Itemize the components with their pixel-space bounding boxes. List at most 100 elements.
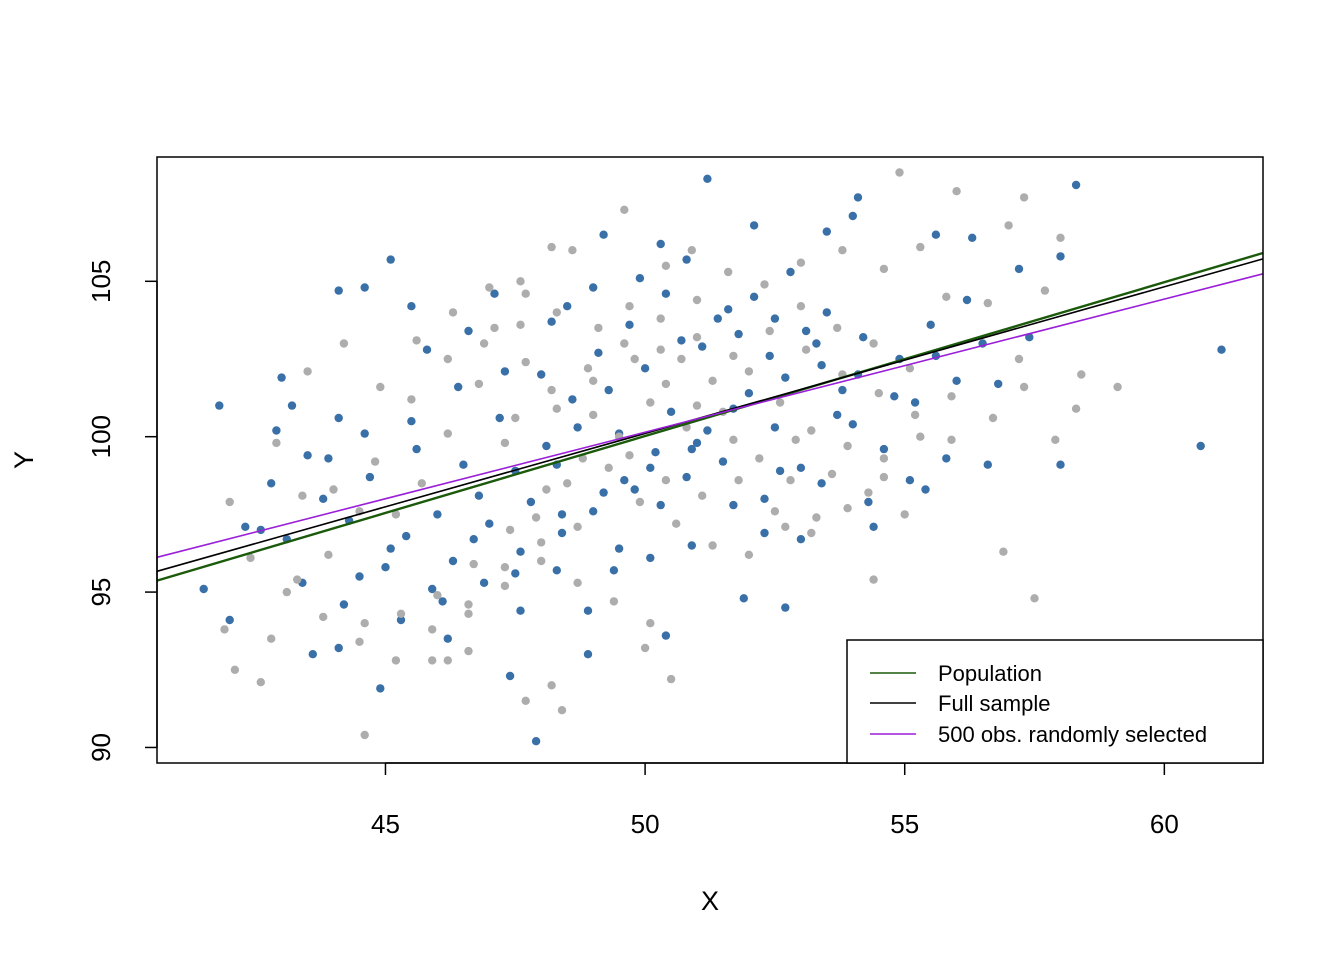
point-series1-70	[594, 323, 603, 333]
point-series0-15	[199, 584, 208, 594]
point-series0-135	[770, 314, 780, 323]
point-series0-111	[568, 395, 577, 404]
point-series1-5	[293, 575, 302, 584]
point-series1-59	[324, 550, 333, 559]
point-series1-65	[412, 336, 421, 345]
point-series0-27	[464, 326, 473, 336]
point-series1-104	[864, 488, 873, 497]
point-series1-53	[500, 438, 510, 448]
point-series1-31	[1056, 233, 1065, 242]
point-series1-109	[708, 541, 717, 550]
point-series0-80	[573, 423, 582, 432]
point-series1-64	[376, 382, 385, 392]
point-series1-102	[791, 435, 800, 444]
point-series0-57	[666, 407, 676, 416]
point-series0-4	[334, 286, 343, 295]
point-series1-151	[464, 600, 473, 609]
point-series0-6	[386, 255, 395, 264]
point-series1-105	[900, 510, 909, 519]
point-series1-36	[1019, 382, 1029, 392]
point-series0-68	[459, 460, 468, 469]
point-series1-95	[469, 559, 478, 569]
point-series1-79	[905, 364, 915, 373]
point-series1-130	[370, 457, 380, 466]
point-series0-42	[1217, 345, 1226, 354]
point-series1-37	[1071, 404, 1081, 413]
point-series1-32	[1040, 286, 1050, 295]
point-series0-101	[557, 528, 567, 538]
point-series0-110	[537, 370, 546, 379]
point-series1-138	[661, 476, 671, 485]
point-series1-154	[573, 578, 582, 587]
regression-line-2	[156, 273, 1264, 559]
point-series0-96	[760, 494, 769, 503]
point-series0-65	[952, 376, 961, 385]
point-series1-12	[547, 681, 556, 690]
point-series0-30	[599, 230, 608, 239]
point-series1-13	[666, 674, 676, 684]
point-series1-107	[635, 497, 645, 507]
point-series1-77	[833, 323, 842, 333]
point-series1-69	[552, 308, 561, 317]
point-series1-120	[656, 345, 665, 354]
point-series0-21	[531, 737, 541, 746]
point-series0-127	[407, 417, 416, 426]
point-series1-54	[474, 379, 484, 389]
point-series0-31	[656, 239, 665, 249]
point-series1-131	[407, 395, 416, 404]
point-series1-122	[729, 351, 738, 361]
point-series1-88	[879, 454, 889, 463]
y-tick-label-1: 95	[86, 578, 116, 607]
point-series0-47	[921, 485, 930, 494]
point-series0-113	[625, 320, 634, 329]
point-series0-156	[864, 497, 873, 507]
point-series1-98	[360, 619, 369, 628]
point-series1-49	[630, 354, 639, 364]
point-series1-146	[282, 587, 291, 597]
point-series1-153	[537, 538, 546, 547]
point-series0-40	[1056, 252, 1065, 261]
point-series0-134	[724, 305, 733, 314]
point-series1-1	[220, 625, 229, 634]
point-series0-82	[640, 364, 650, 373]
point-series0-136	[812, 339, 821, 348]
point-series1-80	[947, 392, 956, 401]
point-series0-121	[516, 606, 525, 615]
point-series0-87	[822, 308, 831, 317]
point-series1-84	[744, 367, 754, 376]
point-series1-81	[988, 413, 998, 423]
point-series1-140	[734, 476, 743, 485]
point-series0-93	[651, 448, 660, 457]
point-series1-63	[339, 339, 349, 348]
point-series0-147	[469, 535, 478, 544]
point-series1-34	[942, 292, 951, 301]
point-series0-17	[355, 572, 364, 581]
point-series0-125	[646, 553, 655, 563]
point-series0-120	[479, 578, 489, 587]
point-series1-40	[1051, 435, 1060, 444]
point-series0-34	[822, 227, 831, 236]
point-series0-94	[682, 472, 691, 482]
point-series1-112	[573, 522, 582, 531]
point-series0-45	[983, 460, 992, 469]
point-series0-12	[308, 650, 317, 659]
point-series1-2	[230, 665, 240, 674]
point-series0-116	[734, 329, 743, 339]
point-series1-43	[869, 575, 878, 584]
point-series0-103	[620, 476, 629, 485]
point-series0-132	[635, 274, 645, 283]
point-series1-48	[661, 379, 671, 389]
point-series0-48	[869, 522, 878, 531]
point-series1-56	[417, 479, 426, 488]
point-series1-50	[589, 410, 598, 420]
point-series1-61	[272, 438, 281, 448]
y-tick-label-0: 90	[86, 733, 116, 762]
point-series0-98	[833, 410, 842, 420]
point-series0-9	[303, 451, 312, 460]
point-series1-67	[485, 283, 494, 292]
point-series1-26	[895, 168, 904, 177]
point-series0-118	[402, 531, 411, 541]
point-series0-38	[968, 233, 977, 242]
point-series0-155	[817, 479, 826, 488]
point-series1-108	[672, 519, 681, 528]
